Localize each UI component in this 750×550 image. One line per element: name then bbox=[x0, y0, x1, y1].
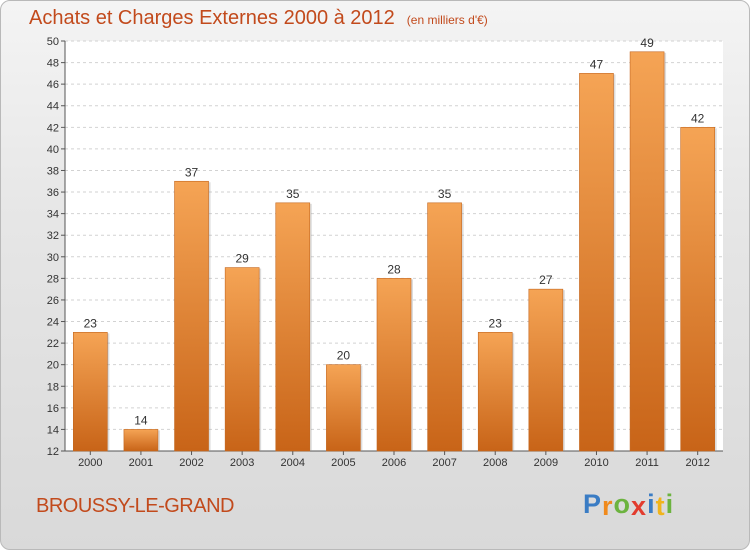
x-tick-label: 2007 bbox=[432, 457, 456, 469]
y-tick-label: 48 bbox=[47, 58, 59, 70]
value-label-2000: 23 bbox=[84, 316, 98, 330]
brand-logo[interactable]: Proxiti bbox=[583, 489, 675, 521]
y-tick-label: 40 bbox=[47, 144, 59, 156]
y-tick-label: 26 bbox=[47, 295, 59, 307]
value-label-2010: 47 bbox=[590, 57, 604, 71]
y-tick-label: 28 bbox=[47, 273, 59, 285]
bar-2007 bbox=[427, 202, 462, 452]
y-tick-label: 24 bbox=[47, 317, 59, 329]
value-labels: 23 14 37 29 35 20 28 35 23 27 47 49 42 bbox=[84, 36, 705, 428]
value-label-2008: 23 bbox=[489, 316, 503, 330]
bar-2001 bbox=[123, 429, 159, 452]
x-tick-label: 2011 bbox=[635, 457, 659, 469]
x-tick-label: 2006 bbox=[382, 457, 406, 469]
chart-header: Achats et Charges Externes 2000 à 2012 (… bbox=[29, 7, 488, 30]
value-label-2006: 28 bbox=[387, 262, 401, 276]
bar-2003 bbox=[224, 267, 260, 452]
y-tick-label: 14 bbox=[47, 424, 59, 436]
brand-letter: r bbox=[602, 491, 614, 521]
x-tick-label: 2012 bbox=[685, 457, 709, 469]
x-tick-label: 2009 bbox=[534, 457, 558, 469]
bar-2000 bbox=[73, 332, 108, 452]
bar-2002 bbox=[174, 180, 209, 452]
town-name: BROUSSY-LE-GRAND bbox=[36, 495, 234, 517]
value-label-2003: 29 bbox=[235, 252, 249, 266]
value-label-2005: 20 bbox=[337, 349, 351, 363]
brand-letter: i bbox=[665, 489, 675, 519]
bar-2008 bbox=[477, 332, 513, 452]
x-tick-label: 2008 bbox=[483, 457, 507, 469]
y-tick-label: 50 bbox=[47, 36, 59, 48]
value-label-2001: 14 bbox=[134, 413, 148, 427]
brand-letter: i bbox=[647, 489, 656, 519]
value-label-2002: 37 bbox=[185, 165, 199, 179]
y-tick-label: 12 bbox=[47, 446, 59, 458]
bars bbox=[73, 51, 717, 452]
y-tick-label: 20 bbox=[47, 360, 59, 372]
bar-2011 bbox=[629, 51, 665, 452]
y-tick-label: 32 bbox=[47, 230, 59, 242]
bar-2005 bbox=[326, 364, 361, 452]
bar-2006 bbox=[376, 278, 412, 452]
bar-2009 bbox=[528, 288, 564, 452]
brand-letter: o bbox=[613, 489, 632, 519]
value-label-2004: 35 bbox=[286, 187, 300, 201]
y-tick-label: 22 bbox=[47, 338, 59, 350]
y-tick-label: 16 bbox=[47, 403, 59, 415]
brand-letter: t bbox=[655, 491, 666, 521]
y-tick-label: 34 bbox=[47, 209, 59, 221]
x-tick-label: 2004 bbox=[281, 457, 305, 469]
brand-letter: P bbox=[583, 489, 603, 519]
value-label-2007: 35 bbox=[438, 187, 452, 201]
chart-title: Achats et Charges Externes 2000 à 2012 bbox=[29, 7, 395, 29]
x-tick-label: 2002 bbox=[179, 457, 203, 469]
value-label-2012: 42 bbox=[691, 111, 705, 125]
y-tick-label: 30 bbox=[47, 252, 59, 264]
x-tick-label: 2001 bbox=[129, 457, 153, 469]
bar-2004 bbox=[275, 202, 311, 452]
chart-subtitle: (en milliers d'€) bbox=[406, 13, 488, 27]
y-tick-label: 46 bbox=[47, 79, 59, 91]
y-tick-label: 42 bbox=[47, 122, 59, 134]
x-tick-label: 2005 bbox=[331, 457, 355, 469]
x-tick-label: 2003 bbox=[230, 457, 254, 469]
bar-2010 bbox=[579, 73, 614, 452]
value-label-2011: 49 bbox=[640, 36, 654, 50]
x-tick-label: 2010 bbox=[584, 457, 608, 469]
x-tick-label: 2000 bbox=[78, 457, 102, 469]
brand-letter: x bbox=[631, 491, 648, 521]
value-label-2009: 27 bbox=[539, 273, 553, 287]
y-tick-label: 18 bbox=[47, 381, 59, 393]
y-tick-label: 38 bbox=[47, 165, 59, 177]
bar-2012 bbox=[680, 127, 715, 452]
y-tick-label: 44 bbox=[47, 101, 59, 113]
y-tick-label: 36 bbox=[47, 187, 59, 199]
